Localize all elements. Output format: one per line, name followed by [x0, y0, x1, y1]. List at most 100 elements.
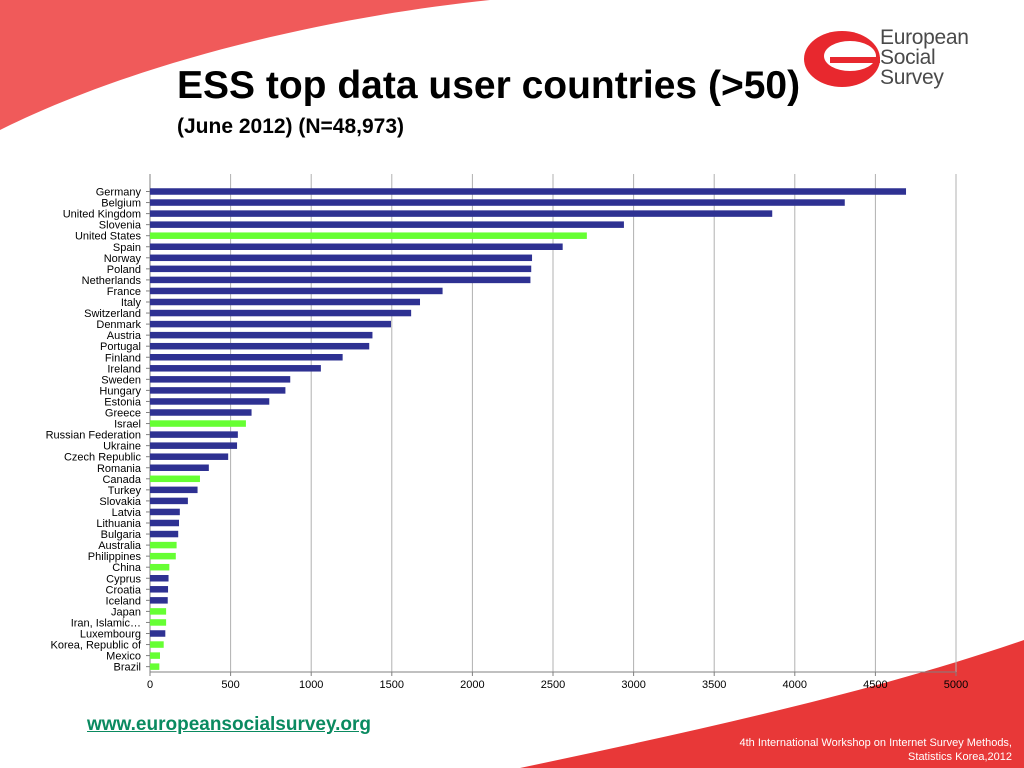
- bar: [150, 298, 421, 306]
- bar: [150, 409, 252, 416]
- bar: [150, 243, 563, 250]
- x-tick-label: 3500: [702, 679, 726, 691]
- category-label: Finland: [105, 352, 141, 364]
- x-tick-label: 5000: [944, 679, 968, 691]
- category-label: Mexico: [106, 651, 141, 663]
- bar: [150, 541, 177, 549]
- bar: [150, 287, 443, 295]
- bar: [150, 221, 624, 228]
- bar: [150, 254, 533, 262]
- bar: [150, 210, 773, 217]
- category-label: Czech Republic: [64, 452, 142, 464]
- category-label: Iceland: [106, 595, 141, 607]
- category-label: Israel: [114, 419, 141, 431]
- bar: [150, 442, 238, 449]
- category-label: Latvia: [112, 507, 142, 519]
- bar: [150, 309, 412, 317]
- category-label: Estonia: [104, 396, 142, 408]
- bar: [150, 508, 180, 516]
- bar: [150, 354, 343, 361]
- bar: [150, 563, 170, 571]
- category-label: Belgium: [101, 198, 141, 210]
- category-label: Canada: [102, 474, 141, 486]
- bar: [150, 276, 531, 284]
- bar: [150, 199, 845, 206]
- bar: [150, 497, 188, 505]
- bar: [150, 586, 169, 593]
- bottom-right-red-banner: [520, 640, 1024, 768]
- bar: [150, 486, 198, 494]
- category-label: Australia: [98, 540, 142, 552]
- x-tick-label: 4500: [863, 679, 887, 691]
- category-label: United States: [75, 231, 142, 243]
- category-label: Lithuania: [96, 518, 142, 530]
- website-link[interactable]: www.europeansocialsurvey.org: [87, 714, 372, 735]
- category-label: Sweden: [101, 374, 141, 386]
- category-label: Poland: [107, 264, 141, 276]
- bar: [150, 641, 164, 648]
- bar: [150, 597, 168, 604]
- bar: [150, 519, 180, 527]
- footer-text: 4th International Workshop on Internet S…: [739, 736, 1012, 764]
- category-label: Austria: [107, 330, 142, 342]
- category-label: United Kingdom: [63, 209, 141, 221]
- category-label: France: [107, 286, 141, 298]
- bar: [150, 387, 286, 394]
- bar: [150, 619, 167, 626]
- logo-line-2: Social: [880, 46, 936, 69]
- x-tick-label: 0: [147, 679, 153, 691]
- category-label: Portugal: [100, 341, 141, 353]
- category-label: Switzerland: [84, 308, 141, 320]
- category-label: Slovenia: [99, 220, 142, 232]
- top-left-red-banner: [0, 0, 490, 130]
- category-label: Japan: [111, 606, 141, 618]
- category-label: Brazil: [113, 662, 141, 674]
- footer-line-1: 4th International Workshop on Internet S…: [739, 737, 1012, 749]
- bar: [150, 663, 160, 670]
- ess-logo-text: European Social Survey: [880, 26, 969, 89]
- category-label: Spain: [113, 242, 141, 254]
- bar: [150, 652, 160, 659]
- bar: [150, 342, 370, 350]
- category-label: Philippines: [88, 551, 142, 563]
- category-label: Ukraine: [103, 441, 141, 453]
- category-label: Denmark: [96, 319, 141, 331]
- bar: [150, 331, 373, 339]
- category-label: China: [112, 562, 142, 574]
- bar: [150, 453, 229, 460]
- bar: [150, 265, 532, 273]
- category-label: Turkey: [108, 485, 142, 497]
- category-label: Korea, Republic of: [51, 640, 142, 652]
- category-label: Norway: [104, 253, 142, 265]
- page-subtitle: (June 2012) (N=48,973): [177, 115, 405, 138]
- x-tick-label: 3000: [621, 679, 645, 691]
- bar: [150, 475, 200, 483]
- x-tick-label: 1500: [380, 679, 404, 691]
- bar: [150, 320, 391, 328]
- x-tick-label: 2500: [541, 679, 565, 691]
- category-label: Ireland: [107, 363, 141, 375]
- category-label: Russian Federation: [46, 430, 141, 442]
- bar: [150, 464, 209, 471]
- footer-line-2: Statistics Korea,2012: [908, 751, 1012, 763]
- bar: [150, 365, 321, 372]
- bar: [150, 188, 907, 195]
- x-tick-label: 500: [221, 679, 239, 691]
- ess-logo-icon: [804, 31, 880, 87]
- category-label: Bulgaria: [101, 529, 142, 541]
- x-tick-label: 2000: [460, 679, 484, 691]
- bar-chart: 0 500 1000 1500 2000 2500 3000 3500 4000 4500 5000…: [46, 174, 968, 691]
- category-label: Hungary: [99, 385, 141, 397]
- category-label: Iran, Islamic…: [71, 617, 141, 629]
- logo-line-3: Survey: [880, 66, 944, 89]
- bar: [150, 232, 587, 239]
- category-label: Luxembourg: [80, 629, 141, 641]
- category-label: Croatia: [106, 584, 142, 596]
- category-label: Romania: [97, 463, 142, 475]
- bar: [150, 608, 167, 615]
- logo-line-1: European: [880, 26, 969, 49]
- bar: [150, 420, 246, 427]
- page-title: ESS top data user countries (>50): [177, 64, 801, 107]
- bar: [150, 376, 291, 383]
